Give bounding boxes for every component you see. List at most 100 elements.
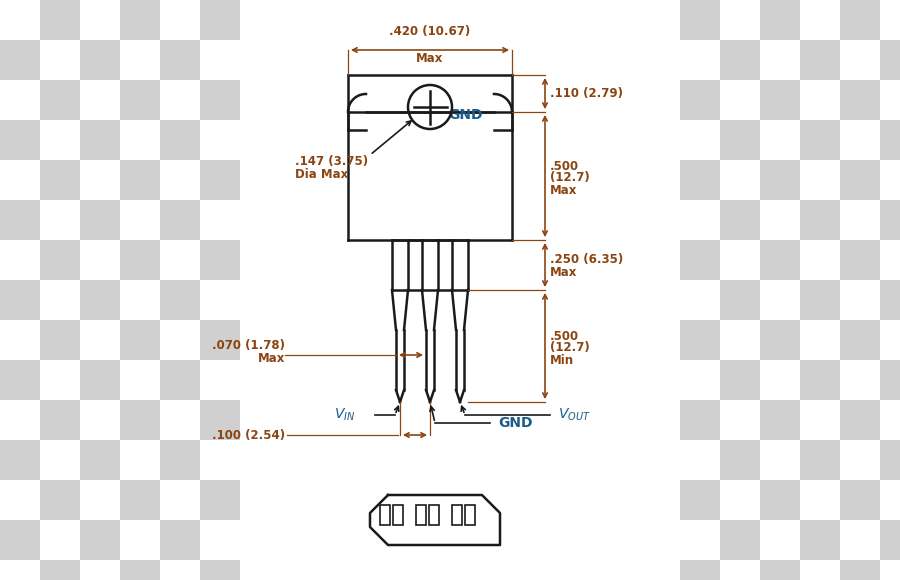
Bar: [0, 440, 40, 480]
Bar: [80, 520, 120, 560]
Bar: [120, 0, 160, 40]
Text: Dia Max: Dia Max: [295, 169, 348, 182]
Bar: [160, 200, 200, 240]
Bar: [200, 80, 240, 120]
Bar: [760, 80, 800, 120]
Bar: [880, 40, 900, 80]
Bar: [0, 120, 40, 160]
Bar: [200, 480, 240, 520]
Text: $V_{OUT}$: $V_{OUT}$: [558, 407, 590, 423]
Bar: [840, 480, 880, 520]
Bar: [840, 80, 880, 120]
Bar: [880, 440, 900, 480]
Bar: [0, 280, 40, 320]
Bar: [0, 200, 40, 240]
Text: .147 (3.75): .147 (3.75): [295, 155, 368, 169]
Bar: [720, 280, 760, 320]
Bar: [880, 520, 900, 560]
Bar: [80, 440, 120, 480]
Text: .250 (6.35): .250 (6.35): [550, 253, 623, 266]
Bar: [416, 505, 426, 525]
Bar: [800, 440, 840, 480]
Bar: [120, 480, 160, 520]
Text: Max: Max: [550, 266, 578, 280]
Text: .070 (1.78): .070 (1.78): [212, 339, 285, 351]
Bar: [40, 80, 80, 120]
Bar: [760, 240, 800, 280]
Bar: [80, 200, 120, 240]
Bar: [160, 440, 200, 480]
Bar: [720, 40, 760, 80]
Bar: [200, 400, 240, 440]
Text: (12.7): (12.7): [550, 342, 590, 354]
Bar: [0, 520, 40, 560]
Text: Max: Max: [550, 183, 578, 197]
Bar: [200, 0, 240, 40]
Bar: [380, 505, 390, 525]
Bar: [120, 560, 160, 580]
Bar: [800, 360, 840, 400]
Bar: [120, 160, 160, 200]
Bar: [720, 520, 760, 560]
Bar: [840, 560, 880, 580]
Bar: [680, 160, 720, 200]
Bar: [800, 120, 840, 160]
Bar: [720, 440, 760, 480]
Bar: [760, 0, 800, 40]
Bar: [880, 200, 900, 240]
Bar: [680, 80, 720, 120]
Bar: [840, 0, 880, 40]
Bar: [680, 400, 720, 440]
Bar: [680, 240, 720, 280]
Bar: [40, 320, 80, 360]
Bar: [800, 280, 840, 320]
Text: GND: GND: [448, 108, 482, 122]
Bar: [200, 560, 240, 580]
Bar: [200, 240, 240, 280]
Bar: [80, 120, 120, 160]
Bar: [760, 320, 800, 360]
Bar: [429, 505, 439, 525]
Bar: [720, 360, 760, 400]
Bar: [200, 320, 240, 360]
Text: Max: Max: [417, 52, 444, 65]
Bar: [160, 520, 200, 560]
Bar: [120, 80, 160, 120]
Bar: [880, 280, 900, 320]
Bar: [40, 400, 80, 440]
Bar: [680, 320, 720, 360]
Bar: [760, 560, 800, 580]
Bar: [760, 400, 800, 440]
Bar: [800, 40, 840, 80]
Bar: [40, 160, 80, 200]
Bar: [120, 320, 160, 360]
Bar: [120, 240, 160, 280]
Text: GND: GND: [498, 416, 533, 430]
Text: .500: .500: [550, 329, 579, 343]
Text: Min: Min: [550, 353, 574, 367]
Bar: [840, 240, 880, 280]
Bar: [160, 280, 200, 320]
Bar: [452, 505, 462, 525]
Bar: [40, 480, 80, 520]
Bar: [800, 520, 840, 560]
Bar: [160, 40, 200, 80]
Bar: [840, 160, 880, 200]
Bar: [800, 200, 840, 240]
Text: Max: Max: [257, 353, 285, 365]
Bar: [0, 40, 40, 80]
Bar: [880, 120, 900, 160]
Bar: [160, 120, 200, 160]
Bar: [80, 40, 120, 80]
Text: $V_{IN}$: $V_{IN}$: [334, 407, 355, 423]
Bar: [0, 360, 40, 400]
Bar: [120, 400, 160, 440]
Bar: [760, 480, 800, 520]
Bar: [680, 560, 720, 580]
Bar: [393, 505, 403, 525]
Text: (12.7): (12.7): [550, 172, 590, 184]
Bar: [680, 480, 720, 520]
Bar: [40, 0, 80, 40]
Bar: [80, 360, 120, 400]
Bar: [160, 360, 200, 400]
